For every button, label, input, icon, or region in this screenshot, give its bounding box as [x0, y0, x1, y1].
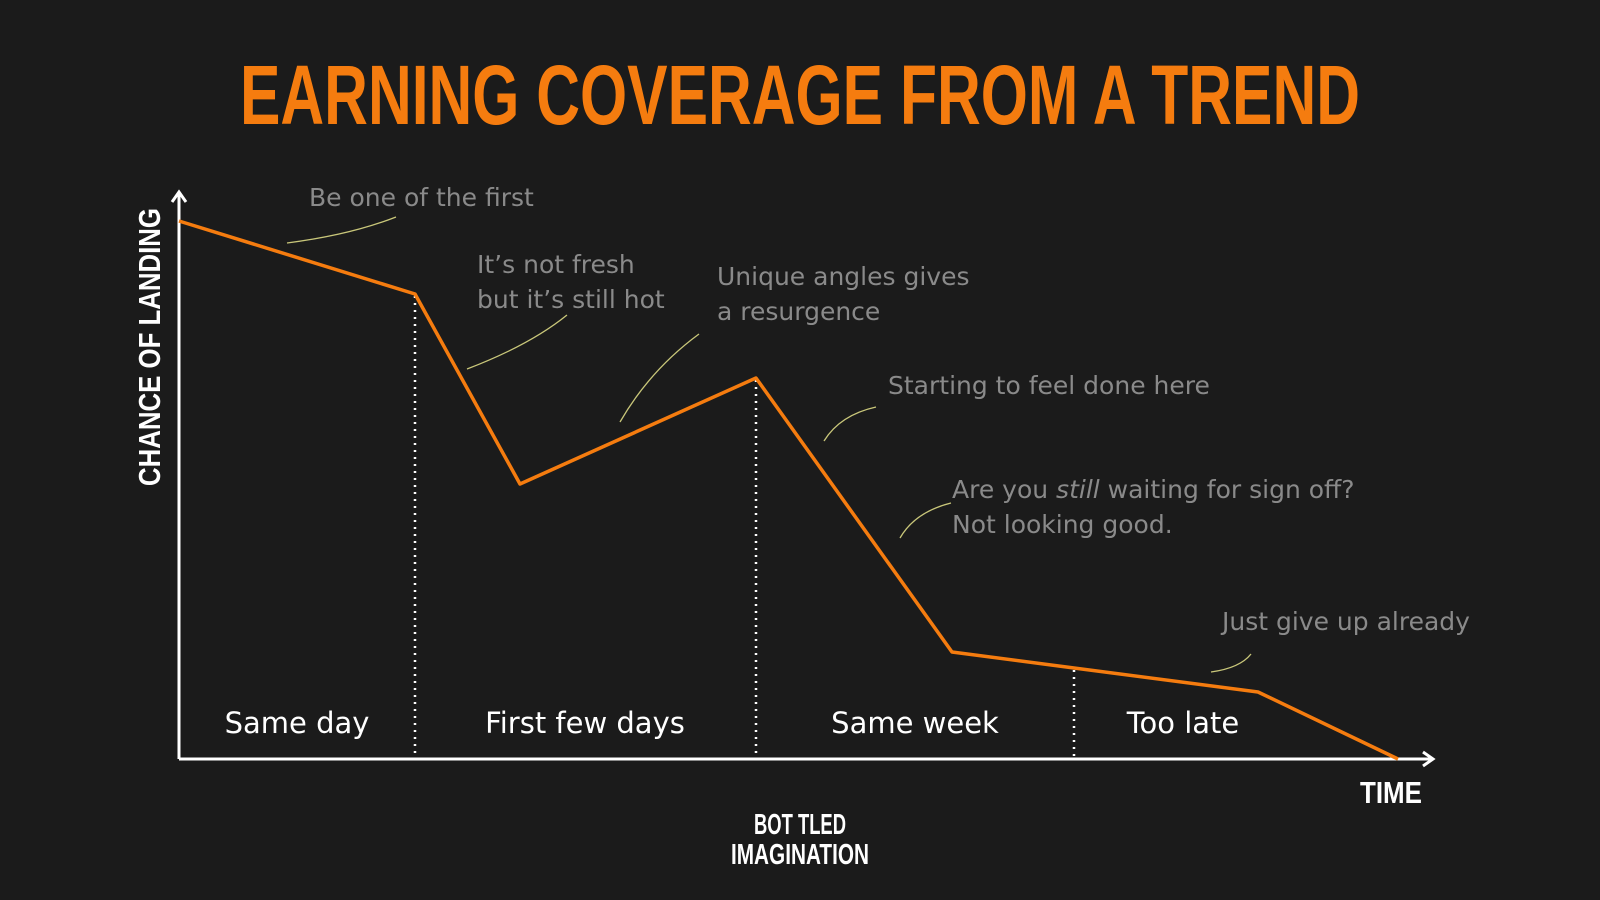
annotation-part: Are you [952, 475, 1056, 504]
x-axis-label: TIME [1360, 775, 1422, 810]
annotation: Be one of the first [309, 183, 534, 212]
trend-line [178, 219, 1399, 761]
axes [170, 189, 1436, 768]
leader [823, 406, 877, 442]
x-arrow [1422, 750, 1436, 768]
annotation: Just give up already [1220, 607, 1470, 636]
logo: IMAGINATION [731, 839, 869, 871]
annotation: a resurgence [717, 297, 880, 326]
annotation: but it’s still hot [477, 285, 665, 314]
annotation: Starting to feel done here [888, 371, 1210, 400]
leader [619, 333, 700, 423]
title: EARNING COVERAGE FROM A TREND [240, 48, 1360, 142]
annotation: Are you still waiting for sign off? [952, 475, 1355, 504]
annotation: It’s not fresh [477, 250, 635, 279]
leader [466, 314, 568, 370]
phase-label: Too late [1126, 706, 1240, 740]
annotation: Not looking good. [952, 510, 1173, 539]
leader [1210, 653, 1252, 673]
y-arrow [170, 189, 188, 203]
logo: BOT TLED [754, 809, 846, 841]
annotation: Unique angles gives [717, 262, 969, 291]
phase-label: First few days [485, 706, 685, 740]
leader [899, 502, 952, 539]
phase-label: Same week [831, 706, 999, 740]
annotation-part: waiting for sign off? [1100, 475, 1355, 504]
y-axis-label: CHANCE OF LANDING [132, 208, 167, 486]
phase-label: Same day [225, 706, 370, 740]
annotation-emphasis: still [1056, 475, 1100, 504]
leader [286, 216, 397, 244]
